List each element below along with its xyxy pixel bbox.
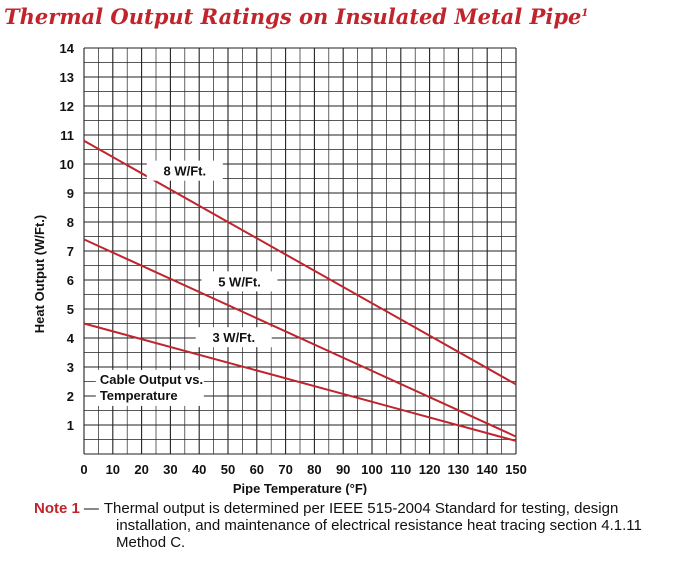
x-tick-label: 30 — [163, 462, 177, 477]
y-axis-label: Heat Output (W/Ft.) — [32, 215, 47, 333]
x-tick-label: 150 — [505, 462, 527, 477]
series-label-bg — [201, 271, 278, 292]
y-tick-label: 12 — [60, 99, 74, 114]
annotation-line: Temperature — [100, 388, 178, 403]
x-tick-label: 140 — [476, 462, 498, 477]
series-label-bg — [195, 327, 272, 348]
y-tick-label: 5 — [67, 302, 74, 317]
x-tick-label: 130 — [448, 462, 470, 477]
series-line-2 — [83, 238, 517, 438]
title-footnote-marker: 1 — [581, 8, 589, 19]
annotation-line: Cable Output vs. — [100, 372, 203, 387]
series-label-bg — [146, 160, 223, 181]
series-lines — [83, 139, 517, 442]
x-tick-label: 70 — [278, 462, 292, 477]
y-tick-label: 9 — [67, 186, 74, 201]
y-tick-label: 2 — [67, 389, 74, 404]
series-labels: 8 W/Ft. 5 W/Ft. 3 W/Ft. — [146, 160, 278, 348]
cable-output-annotation: Cable Output vs.Temperature — [95, 369, 204, 406]
x-tick-label: 80 — [307, 462, 321, 477]
x-tick-label: 120 — [419, 462, 441, 477]
x-tick-label: 50 — [221, 462, 235, 477]
x-tick-label: 90 — [336, 462, 350, 477]
x-tick-label: 10 — [106, 462, 120, 477]
footnote: Note 1— Thermal output is determined per … — [34, 500, 664, 551]
y-tick-label: 11 — [60, 128, 74, 143]
y-tick-label: 3 — [67, 360, 74, 375]
footnote-label: Note 1 — [34, 500, 80, 517]
y-tick-label: 7 — [67, 244, 74, 259]
y-tick-label: 14 — [60, 41, 75, 56]
series-label: 8 W/Ft. — [163, 164, 206, 179]
series-label: 3 W/Ft. — [212, 330, 255, 345]
x-tick-label: 20 — [134, 462, 148, 477]
y-tick-label: 10 — [60, 157, 74, 172]
y-tick-label: 13 — [60, 70, 74, 85]
heat-output-chart: 8 W/Ft. 5 W/Ft. 3 W/Ft. Cable Output vs.Te… — [32, 41, 527, 495]
x-tick-label: 110 — [390, 462, 411, 477]
y-tick-label: 8 — [67, 215, 74, 230]
footnote-dash: — — [83, 500, 99, 517]
series-line-3 — [83, 322, 517, 442]
x-tick-label: 100 — [361, 462, 383, 477]
series-label: 5 W/Ft. — [218, 274, 261, 289]
footnote-line-3: Method C. — [116, 534, 186, 551]
footnote-line-1: Thermal output is determined per IEEE 51… — [103, 500, 619, 517]
series-line-1 — [83, 139, 517, 386]
annotation-bg — [95, 369, 204, 406]
x-tick-label: 60 — [250, 462, 264, 477]
x-tick-label: 40 — [192, 462, 206, 477]
y-tick-label: 1 — [67, 418, 74, 433]
x-tick-label: 0 — [80, 462, 87, 477]
y-tick-label: 6 — [67, 273, 74, 288]
x-axis-label: Pipe Temperature (°F) — [233, 481, 367, 495]
footnote-line-2: installation, and maintenance of electri… — [116, 517, 642, 534]
x-tick-labels: 0 10 20 30 40 50 60 70 80 90 100 110 120 130 140 150 — [80, 462, 526, 477]
y-tick-label: 4 — [67, 331, 75, 346]
chart-title: Thermal Output Ratings on Insulated Meta… — [4, 4, 589, 29]
